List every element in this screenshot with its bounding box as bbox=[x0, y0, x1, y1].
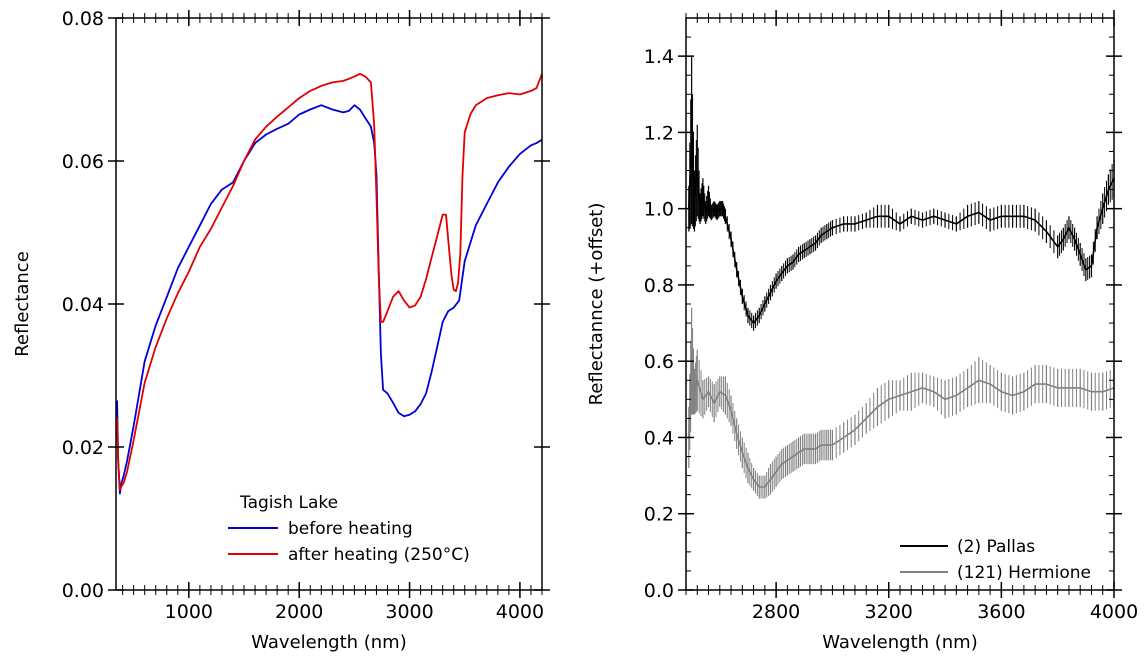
y-axis-label: Reflectance bbox=[12, 251, 33, 357]
x-tick-label: 2000 bbox=[275, 601, 323, 623]
y-axis-label: Reflectannce (+offset) bbox=[586, 203, 607, 406]
y-tick-label: 0.00 bbox=[62, 580, 104, 602]
legend-label-pallas: (2) Pallas bbox=[957, 537, 1035, 557]
tick-layer: 0.0 0.2 0.4 0.6 0.8 1.0 1.2 1.4 2800 3200 3600 4000 bbox=[644, 10, 1138, 623]
y-tick-label: 0.4 bbox=[644, 427, 674, 449]
series-line bbox=[116, 72, 543, 491]
chart-right: 0.0 0.2 0.4 0.6 0.8 1.0 1.2 1.4 2800 3200 3600 4000… bbox=[586, 10, 1138, 653]
y-tick-label: 0.6 bbox=[644, 351, 674, 373]
y-tick-label: 0.8 bbox=[644, 275, 674, 297]
plot-frame bbox=[685, 17, 1115, 591]
series-line bbox=[688, 139, 1115, 324]
legend-label-before-heating: before heating bbox=[288, 519, 413, 539]
y-tick-label: 0.04 bbox=[62, 294, 104, 316]
legend: (2) Pallas (121) Hermione bbox=[900, 537, 1091, 583]
x-axis-label: Wavelength (nm) bbox=[822, 632, 978, 653]
y-tick-label: 0.0 bbox=[644, 580, 674, 602]
legend-title: Tagish Lake bbox=[239, 493, 338, 513]
y-tick-label: 0.02 bbox=[62, 437, 104, 459]
series-layer bbox=[688, 56, 1115, 499]
x-tick-label: 1000 bbox=[165, 601, 213, 623]
y-tick-label: 0.06 bbox=[62, 151, 104, 173]
series-layer bbox=[116, 72, 543, 495]
x-tick-label: 3000 bbox=[385, 601, 433, 623]
x-tick-label: 4000 bbox=[1090, 601, 1138, 623]
legend-label-hermione: (121) Hermione bbox=[957, 563, 1091, 583]
series-line bbox=[116, 104, 543, 495]
legend-label-after-heating: after heating (250°C) bbox=[288, 545, 470, 565]
x-axis-label: Wavelength (nm) bbox=[251, 632, 407, 653]
chart-left: 0.00 0.02 0.04 0.06 0.08 1000 2000 3000 4000 Wav… bbox=[12, 8, 550, 653]
y-tick-label: 0.2 bbox=[644, 504, 674, 526]
y-tick-label: 1.4 bbox=[644, 46, 674, 68]
y-tick-label: 1.2 bbox=[644, 122, 674, 144]
y-tick-label: 1.0 bbox=[644, 199, 674, 221]
y-tick-label: 0.08 bbox=[62, 8, 104, 30]
legend: Tagish Lake before heating after heating… bbox=[228, 493, 470, 565]
x-tick-label: 4000 bbox=[496, 601, 544, 623]
x-tick-label: 2800 bbox=[752, 601, 800, 623]
series-line bbox=[688, 360, 1115, 488]
x-tick-label: 3200 bbox=[865, 601, 913, 623]
plot-frame bbox=[115, 17, 543, 591]
x-tick-label: 3600 bbox=[977, 601, 1025, 623]
